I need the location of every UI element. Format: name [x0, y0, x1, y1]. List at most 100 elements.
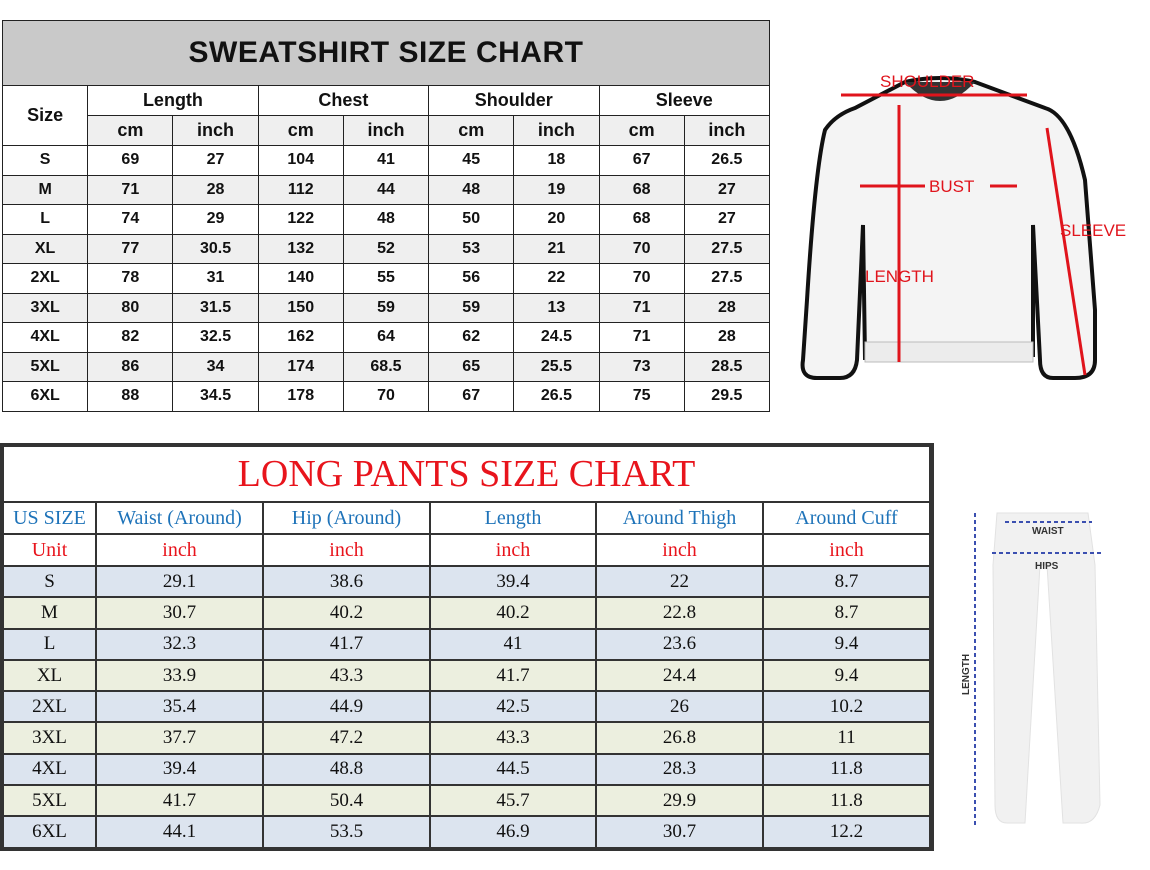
value-cell: 26.5 — [513, 381, 600, 412]
unit-cell: inch — [762, 533, 931, 567]
value-cell: 37.7 — [95, 721, 264, 755]
value-cell: 29.1 — [95, 564, 264, 599]
value-cell: 41.7 — [95, 784, 264, 818]
value-cell: 28 — [683, 292, 771, 323]
unit-cell: inch — [262, 533, 431, 567]
table-row: L 74 29 122 48 50 20 68 27 — [1, 204, 771, 235]
value-cell: 19 — [513, 174, 600, 205]
size-cell: 4XL — [2, 752, 97, 787]
value-cell: 64 — [342, 322, 430, 353]
value-cell: 41 — [342, 145, 430, 176]
value-cell: 47.2 — [262, 721, 431, 755]
size-cell: XL — [2, 658, 97, 693]
shoulder-label: SHOULDER — [880, 72, 974, 91]
table-row: 4XL 39.4 48.8 44.5 28.3 11.8 — [2, 752, 931, 787]
sweatshirt-title: SWEATSHIRT SIZE CHART — [2, 20, 770, 86]
value-cell: 132 — [257, 233, 344, 264]
size-cell: 2XL — [1, 263, 89, 294]
value-cell: 39.4 — [95, 752, 264, 787]
value-cell: 27.5 — [683, 263, 771, 294]
value-cell: 174 — [257, 351, 344, 382]
value-cell: 29.9 — [595, 784, 764, 818]
value-cell: 33.9 — [95, 658, 264, 693]
value-cell: 21 — [513, 233, 600, 264]
value-cell: 55 — [342, 263, 430, 294]
unit-header: inch — [513, 115, 600, 146]
value-cell: 48 — [428, 174, 515, 205]
value-cell: 48.8 — [262, 752, 431, 787]
value-cell: 32.3 — [95, 627, 264, 661]
column-group-header: Length — [87, 85, 259, 116]
value-cell: 26.5 — [683, 145, 771, 176]
value-cell: 31 — [172, 263, 259, 294]
unit-cell: inch — [95, 533, 264, 567]
column-header: Around Thigh — [595, 501, 764, 535]
value-cell: 13 — [513, 292, 600, 323]
value-cell: 104 — [257, 145, 344, 176]
value-cell: 28.3 — [595, 752, 764, 787]
pants-diagram: WAIST HIPS LENGTH — [961, 512, 1103, 825]
size-cell: S — [1, 145, 89, 176]
table-row: S 29.1 38.6 39.4 22 8.7 — [2, 564, 931, 599]
table-row: 5XL 41.7 50.4 45.7 29.9 11.8 — [2, 784, 931, 818]
value-cell: 24.4 — [595, 658, 764, 693]
value-cell: 28 — [683, 322, 771, 353]
value-cell: 69 — [87, 145, 174, 176]
value-cell: 44.1 — [95, 815, 264, 849]
value-cell: 9.4 — [762, 658, 931, 693]
value-cell: 78 — [87, 263, 174, 294]
value-cell: 35.4 — [95, 690, 264, 724]
sweatshirt-illustration — [800, 76, 1097, 380]
value-cell: 56 — [428, 263, 515, 294]
size-cell: 5XL — [2, 784, 97, 818]
table-row: L 32.3 41.7 41 23.6 9.4 — [2, 627, 931, 661]
value-cell: 9.4 — [762, 627, 931, 661]
value-cell: 22 — [595, 564, 764, 599]
value-cell: 122 — [257, 204, 344, 235]
value-cell: 28.5 — [683, 351, 771, 382]
table-row: XL 33.9 43.3 41.7 24.4 9.4 — [2, 658, 931, 693]
column-group-header: Chest — [257, 85, 430, 116]
table-row: 3XL 80 31.5 150 59 59 13 71 28 — [1, 292, 771, 323]
pants-size-table: LONG PANTS SIZE CHART US SIZE Waist (Arou… — [2, 445, 931, 849]
value-cell: 23.6 — [595, 627, 764, 661]
value-cell: 45.7 — [429, 784, 597, 818]
value-cell: 52 — [342, 233, 430, 264]
sleeve-label: SLEEVE — [1060, 221, 1126, 240]
unit-cell: Unit — [2, 533, 97, 567]
value-cell: 70 — [598, 233, 685, 264]
size-cell: 3XL — [2, 721, 97, 755]
unit-header: inch — [172, 115, 259, 146]
value-cell: 11.8 — [762, 752, 931, 787]
value-cell: 11 — [762, 721, 931, 755]
value-cell: 50 — [428, 204, 515, 235]
value-cell: 18 — [513, 145, 600, 176]
value-cell: 28 — [172, 174, 259, 205]
value-cell: 27 — [172, 145, 259, 176]
value-cell: 45 — [428, 145, 515, 176]
value-cell: 74 — [87, 204, 174, 235]
value-cell: 27 — [683, 204, 771, 235]
table-row: 5XL 86 34 174 68.5 65 25.5 73 28.5 — [1, 351, 771, 382]
size-cell: 5XL — [1, 351, 89, 382]
size-header: Size — [1, 85, 89, 146]
table-row: XL 77 30.5 132 52 53 21 70 27.5 — [1, 233, 771, 264]
value-cell: 8.7 — [762, 564, 931, 599]
value-cell: 11.8 — [762, 784, 931, 818]
size-cell: M — [1, 174, 89, 205]
value-cell: 40.2 — [429, 596, 597, 630]
pants-size-table-frame: LONG PANTS SIZE CHART US SIZE Waist (Arou… — [0, 443, 934, 851]
value-cell: 38.6 — [262, 564, 431, 599]
table-row: 6XL 44.1 53.5 46.9 30.7 12.2 — [2, 815, 931, 849]
value-cell: 178 — [257, 381, 344, 412]
size-cell: 3XL — [1, 292, 89, 323]
value-cell: 88 — [87, 381, 174, 412]
length-label: LENGTH — [865, 267, 934, 286]
value-cell: 68.5 — [342, 351, 430, 382]
size-cell: 6XL — [1, 381, 89, 412]
table-row: M 71 28 112 44 48 19 68 27 — [1, 174, 771, 205]
value-cell: 71 — [598, 292, 685, 323]
value-cell: 68 — [598, 174, 685, 205]
sleeve-arrow — [1045, 127, 1087, 376]
value-cell: 112 — [257, 174, 344, 205]
